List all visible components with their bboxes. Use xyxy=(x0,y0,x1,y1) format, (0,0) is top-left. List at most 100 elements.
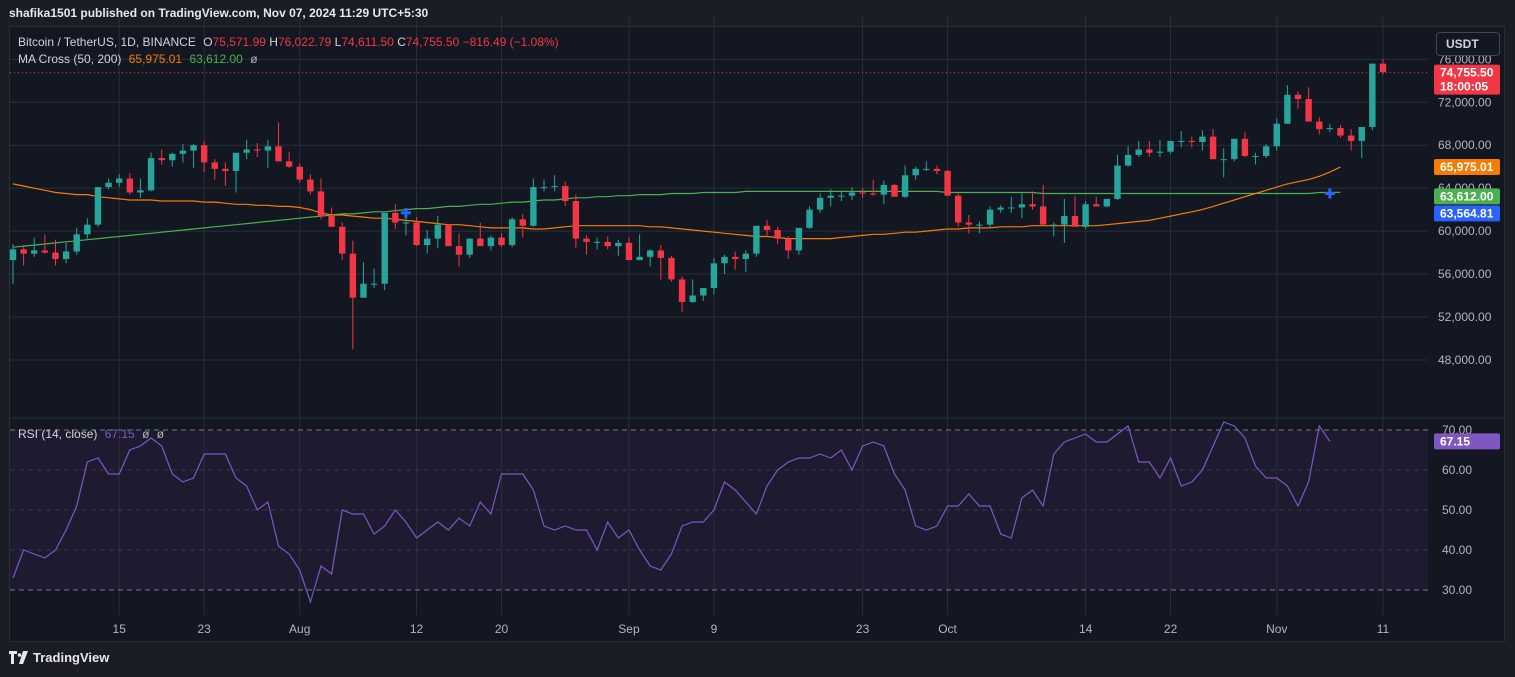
candle-up xyxy=(137,190,144,193)
candle-up xyxy=(551,186,558,188)
candle-up xyxy=(116,178,123,183)
candle-down xyxy=(1241,138,1249,156)
tradingview-brand[interactable]: TradingView xyxy=(9,650,109,665)
candle-up xyxy=(1167,140,1174,152)
candle-up xyxy=(721,256,728,264)
candle-up xyxy=(1135,149,1142,155)
candle-down xyxy=(1347,135,1355,141)
candle-down xyxy=(859,192,866,194)
price-axis-label: 48,000.00 xyxy=(1438,353,1492,367)
candle-down xyxy=(455,246,463,255)
candle-down xyxy=(200,145,208,163)
candle-up xyxy=(1358,126,1365,141)
rsi-line xyxy=(12,421,1331,605)
high-label: H xyxy=(269,35,278,49)
candle-down xyxy=(1029,204,1036,207)
publisher-line: shafika1501 published on TradingView.com… xyxy=(9,6,429,20)
rsi-value: 67.15 xyxy=(104,427,135,441)
candle-down xyxy=(731,256,739,260)
low-label: L xyxy=(334,35,342,49)
ma-visibility-icon[interactable]: ø xyxy=(250,52,258,66)
candle-up xyxy=(848,192,856,196)
ma-cross-marker xyxy=(400,207,411,218)
candle-up xyxy=(1018,204,1026,208)
candle-up xyxy=(710,263,718,289)
candle-up xyxy=(1220,159,1227,161)
candle-up xyxy=(1262,146,1270,156)
candle-down xyxy=(965,222,972,225)
last-price-tag-bg xyxy=(1434,64,1500,95)
ma50-value: 65,975.01 xyxy=(128,52,183,66)
ma-label: MA Cross (50, 200) xyxy=(18,52,122,66)
candle-down xyxy=(498,237,505,246)
candle-down xyxy=(158,158,165,161)
candle-up xyxy=(370,283,378,285)
candle-down xyxy=(1209,136,1217,160)
candle-down xyxy=(668,257,675,280)
price-tag-bg xyxy=(1434,205,1500,222)
candle-up xyxy=(647,250,654,257)
time-axis-label: Nov xyxy=(1266,622,1287,636)
candle-up xyxy=(1114,165,1121,199)
brand-text: TradingView xyxy=(33,650,110,665)
rsi-visibility-icon[interactable]: ø xyxy=(142,427,150,441)
candle-down xyxy=(572,201,580,239)
time-axis-label: 23 xyxy=(197,622,211,636)
candle-down xyxy=(1337,128,1344,136)
candle-down xyxy=(413,222,420,246)
candle-up xyxy=(700,288,707,296)
rsi-axis-label: 50.00 xyxy=(1442,503,1472,517)
candle-down xyxy=(583,238,590,242)
currency-button[interactable]: USDT xyxy=(1436,32,1500,56)
candle-down xyxy=(891,184,898,197)
tradingview-logo-icon xyxy=(9,651,28,664)
rsi-legend[interactable]: RSI (14, close) 67.15 ø ø xyxy=(18,427,168,441)
candle-up xyxy=(84,224,91,235)
ma-legend[interactable]: MA Cross (50, 200) 65,975.01 63,612.00 ø xyxy=(18,52,262,66)
candle-up xyxy=(1050,224,1057,226)
time-axis-label: 15 xyxy=(113,622,127,636)
candle-up xyxy=(530,187,537,226)
candle-up xyxy=(73,234,80,252)
time-axis-label: 12 xyxy=(410,622,424,636)
candle-up xyxy=(806,209,813,228)
price-tag-text: 63,564.81 xyxy=(1440,206,1494,220)
low-value: 74,611.50 xyxy=(341,35,394,49)
symbol-title[interactable]: Bitcoin / TetherUS, 1D, BINANCE xyxy=(18,35,196,49)
symbol-legend: Bitcoin / TetherUS, 1D, BINANCE O75,571.… xyxy=(18,35,563,49)
candle-up xyxy=(976,224,983,226)
rsi-value-tag-bg xyxy=(1434,433,1500,450)
candle-up xyxy=(190,145,197,151)
candle-up xyxy=(434,224,441,239)
candle-up xyxy=(912,168,919,176)
open-label: O xyxy=(203,35,213,49)
candle-up xyxy=(923,168,930,170)
candle-up xyxy=(636,256,643,261)
ma-cross-marker xyxy=(1324,188,1335,199)
candle-down xyxy=(275,146,282,162)
candle-up xyxy=(615,242,622,247)
candle-up xyxy=(232,152,240,171)
candle-down xyxy=(222,168,229,171)
candle-up xyxy=(402,222,410,224)
close-value: 74,755.50 xyxy=(405,35,460,49)
last-price-tag-text: 18:00:05 xyxy=(1440,80,1488,94)
candle-down xyxy=(1316,121,1323,130)
rsi-value-tag-text: 67.15 xyxy=(1440,434,1470,448)
candle-down xyxy=(307,179,314,192)
candle-up xyxy=(689,295,696,302)
candle-down xyxy=(785,238,792,251)
candle-down xyxy=(477,238,484,247)
candle-down xyxy=(328,216,335,227)
candle-down xyxy=(1294,94,1302,100)
candle-down xyxy=(763,225,771,231)
price-tag-text: 65,975.01 xyxy=(1440,160,1494,174)
candle-down xyxy=(317,191,325,217)
candle-up xyxy=(1326,128,1334,130)
price-tag-bg xyxy=(1434,188,1500,205)
candle-down xyxy=(657,250,665,258)
ma200-line xyxy=(12,190,1341,248)
rsi-settings-icon[interactable]: ø xyxy=(156,427,165,441)
candle-up xyxy=(880,184,888,195)
